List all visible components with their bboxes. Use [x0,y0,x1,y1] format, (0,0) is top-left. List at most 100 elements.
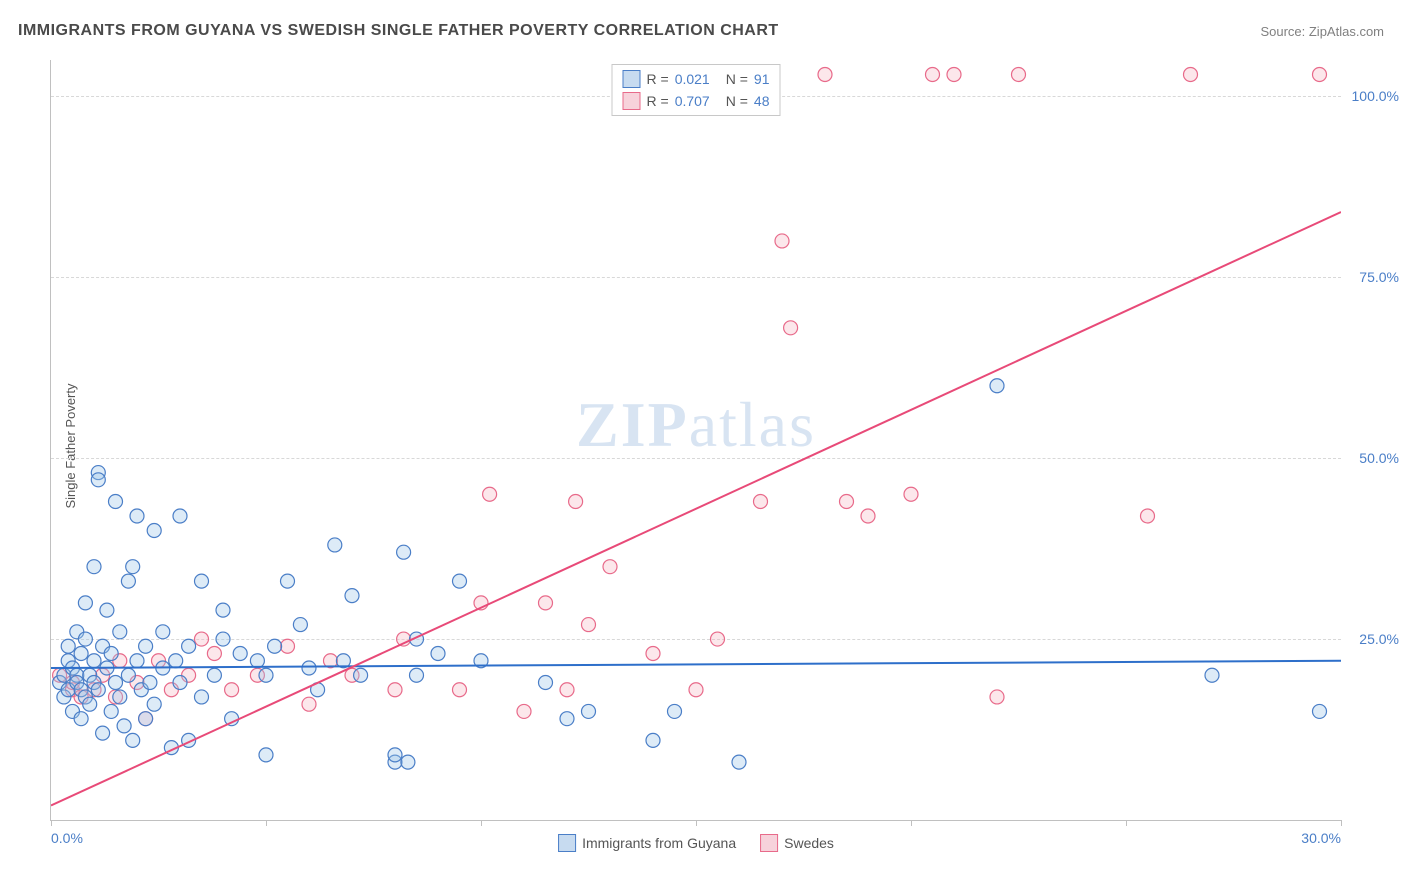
data-point [1184,67,1198,81]
n-label: N = [726,71,748,87]
legend-swatch-blue-icon [558,834,576,852]
data-point [216,632,230,646]
data-point [401,755,415,769]
data-point [87,654,101,668]
chart-container: IMMIGRANTS FROM GUYANA VS SWEDISH SINGLE… [0,0,1406,892]
data-point [775,234,789,248]
data-point [74,712,88,726]
data-point [91,683,105,697]
y-tick-label: 100.0% [1352,88,1399,104]
data-point [1313,704,1327,718]
data-point [711,632,725,646]
data-point [78,632,92,646]
x-tick [51,820,52,826]
data-point [195,690,209,704]
data-point [156,625,170,639]
data-point [354,668,368,682]
data-point [453,683,467,697]
chart-title: IMMIGRANTS FROM GUYANA VS SWEDISH SINGLE… [18,22,779,40]
data-point [281,574,295,588]
data-point [560,712,574,726]
data-point [947,67,961,81]
x-tick [1126,820,1127,826]
data-point [130,654,144,668]
data-point [143,675,157,689]
data-point [302,697,316,711]
data-point [74,647,88,661]
data-point [121,668,135,682]
data-point [104,704,118,718]
data-point [225,683,239,697]
y-tick-label: 75.0% [1359,269,1399,285]
r-label: R = [647,93,669,109]
legend-series: Immigrants from Guyana Swedes [558,834,834,852]
data-point [225,712,239,726]
legend-stats-row-guyana: R = 0.021 N = 91 [623,68,770,90]
data-point [840,495,854,509]
legend-stats-row-swedes: R = 0.707 N = 48 [623,90,770,112]
data-point [732,755,746,769]
data-point [668,704,682,718]
data-point [139,712,153,726]
data-point [147,523,161,537]
data-point [96,726,110,740]
data-point [818,67,832,81]
data-point [388,683,402,697]
data-point [195,574,209,588]
data-point [109,675,123,689]
data-point [117,719,131,733]
data-point [78,596,92,610]
data-point [173,675,187,689]
source-label: Source: ZipAtlas.com [1260,24,1384,39]
data-point [61,639,75,653]
y-tick-label: 50.0% [1359,450,1399,466]
n-value-guyana: 91 [754,71,770,87]
legend-label-guyana: Immigrants from Guyana [582,835,736,851]
legend-swatch-blue [623,70,641,88]
data-point [328,538,342,552]
data-point [904,487,918,501]
data-point [388,748,402,762]
data-point [126,733,140,747]
data-point [861,509,875,523]
data-point [130,509,144,523]
x-tick [266,820,267,826]
x-tick [696,820,697,826]
data-point [990,379,1004,393]
data-point [1205,668,1219,682]
data-point [926,67,940,81]
data-point [293,618,307,632]
data-point [109,495,123,509]
data-point [539,675,553,689]
r-label: R = [647,71,669,87]
data-point [113,690,127,704]
legend-label-swedes: Swedes [784,835,834,851]
data-point [517,704,531,718]
data-point [126,560,140,574]
x-tick [481,820,482,826]
x-tick [1341,820,1342,826]
y-tick-label: 25.0% [1359,631,1399,647]
data-point [87,560,101,574]
data-point [259,668,273,682]
data-point [147,697,161,711]
data-point [646,733,660,747]
data-point [302,661,316,675]
data-point [1141,509,1155,523]
r-value-swedes: 0.707 [675,93,710,109]
data-point [173,509,187,523]
data-point [113,625,127,639]
r-value-guyana: 0.021 [675,71,710,87]
legend-swatch-pink [623,92,641,110]
n-label: N = [726,93,748,109]
data-point [83,697,97,711]
data-point [207,668,221,682]
data-point [569,495,583,509]
data-point [582,704,596,718]
data-point [195,632,209,646]
legend-stats: R = 0.021 N = 91 R = 0.707 N = 48 [612,64,781,116]
data-point [431,647,445,661]
data-point [689,683,703,697]
data-point [207,647,221,661]
data-point [483,487,497,501]
